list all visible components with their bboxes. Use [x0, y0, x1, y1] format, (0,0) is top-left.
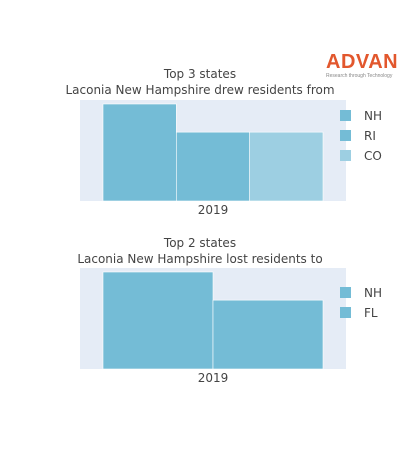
- chart2-subtitle: Laconia New Hampshire lost residents to: [77, 252, 322, 266]
- chart2-title: Top 2 states: [163, 236, 236, 250]
- chart1-x-tick-label: 2019: [198, 203, 229, 217]
- chart2-bar-nh: [102, 271, 214, 370]
- chart2-legend-label-fl: FL: [364, 306, 378, 320]
- logo-brand: ADVAN: [326, 51, 399, 73]
- chart1-subtitle: Laconia New Hampshire drew residents fro…: [65, 83, 334, 97]
- chart1-bar-co: [249, 131, 324, 202]
- chart1-legend-swatch-ri: [340, 130, 351, 141]
- chart1-legend-label-nh: NH: [364, 109, 382, 123]
- chart1-legend-swatch-nh: [340, 110, 351, 121]
- chart1-legend-label-co: CO: [364, 149, 382, 163]
- chart2-legend-swatch-nh: [340, 287, 351, 298]
- chart1-bar-ri: [176, 131, 250, 202]
- chart2-x-tick-label: 2019: [198, 371, 229, 385]
- chart1-legend-label-ri: RI: [364, 129, 376, 143]
- chart1-title: Top 3 states: [163, 67, 236, 81]
- logo-tagline: Research through Technology: [326, 73, 393, 79]
- chart2-bar-fl: [212, 299, 324, 370]
- chart1-bar-nh: [102, 103, 177, 202]
- chart2-legend-label-nh: NH: [364, 286, 382, 300]
- chart2-legend-swatch-fl: [340, 307, 351, 318]
- advan-logo: ADVAN Research through Technology: [326, 51, 399, 79]
- chart1-legend-swatch-co: [340, 150, 351, 161]
